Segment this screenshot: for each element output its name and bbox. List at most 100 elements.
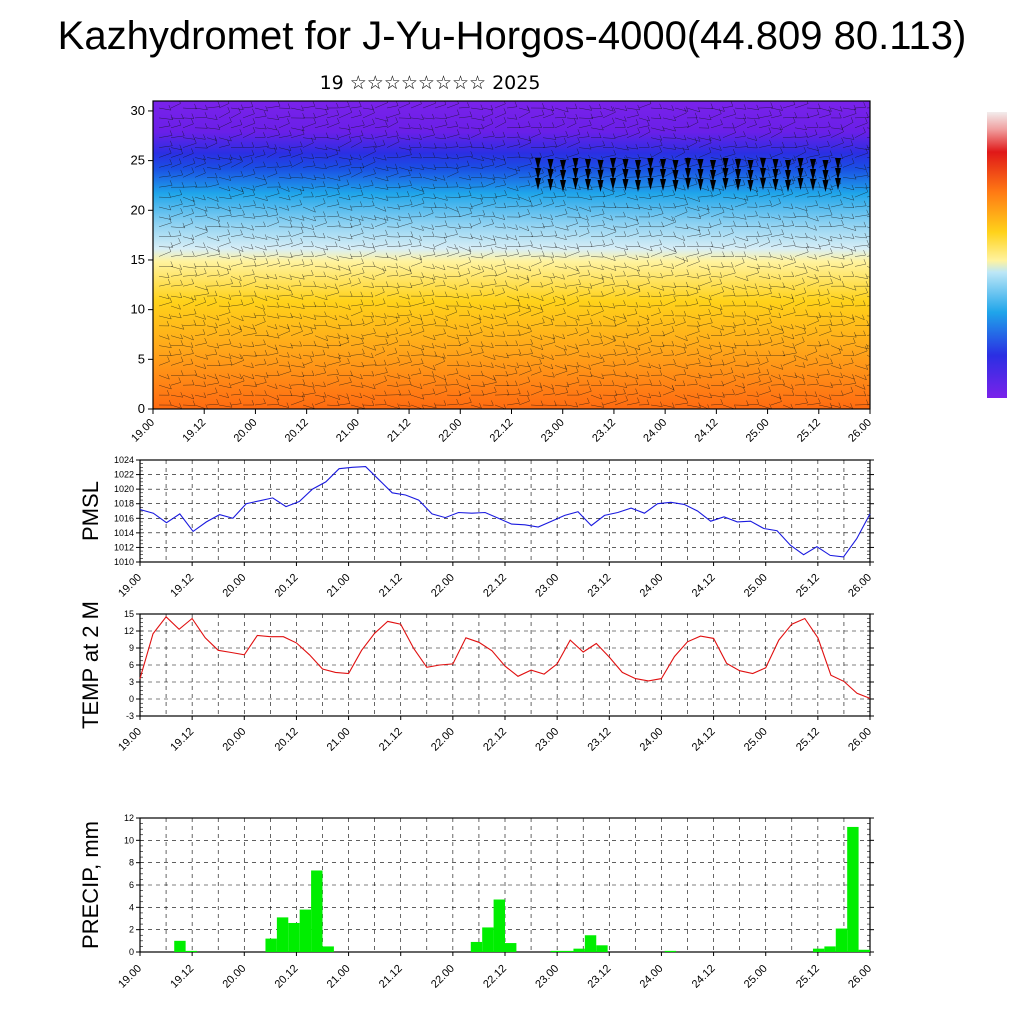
wind-barb — [218, 384, 232, 389]
wind-barb — [806, 266, 819, 272]
wind-barb — [530, 335, 543, 340]
wind-barb-flag — [469, 141, 473, 147]
wind-barb — [374, 380, 387, 386]
wind-barb-flag — [637, 285, 641, 291]
wind-barb-flag — [875, 275, 877, 280]
wind-barb — [338, 184, 349, 188]
wind-barb — [758, 404, 772, 409]
wind-barb — [734, 202, 747, 208]
wind-barb-flag — [203, 134, 206, 140]
wind-pennant — [710, 160, 716, 172]
wind-barb — [386, 245, 401, 247]
wind-barb — [554, 295, 565, 300]
wind-barb — [602, 315, 616, 322]
wind-barb-flag — [602, 356, 605, 362]
wind-barb-flag — [360, 382, 364, 388]
x-tick-label: 24.00 — [641, 417, 669, 445]
wind-barb-flag — [180, 249, 183, 255]
wind-barb — [362, 146, 377, 148]
wind-barb — [866, 355, 870, 357]
wind-barb — [398, 195, 410, 198]
wind-barb-flag — [781, 337, 784, 343]
wind-barb-flag — [743, 349, 747, 355]
wind-barb-flag — [275, 209, 279, 215]
wind-barb — [794, 215, 809, 218]
wind-barb-flag — [168, 214, 172, 220]
wind-barb — [398, 167, 412, 172]
wind-barb — [254, 375, 269, 378]
wind-barb-flag — [336, 400, 340, 406]
wind-barb — [446, 167, 459, 169]
wind-barb-flag — [216, 235, 220, 242]
wind-barb — [218, 355, 232, 359]
wind-barb — [398, 175, 411, 178]
wind-barb-flag — [757, 263, 760, 269]
wind-barb — [170, 147, 182, 151]
wind-barb-flag — [610, 273, 614, 279]
wind-barb — [482, 305, 496, 310]
wind-barb-flag — [179, 144, 182, 150]
wind-barb-flag — [167, 120, 171, 126]
wind-barb — [830, 194, 842, 198]
wind-barb — [674, 137, 687, 141]
wind-barb-flag — [322, 198, 326, 204]
wind-barb-flag — [578, 212, 581, 218]
wind-barb-flag — [830, 278, 833, 284]
wind-barb-flag — [828, 109, 831, 115]
wind-barb-flag — [551, 108, 554, 115]
wind-barb-flag — [792, 343, 795, 349]
wind-barb-flag — [515, 380, 518, 386]
wind-barb — [338, 140, 352, 148]
wind-barb-flag — [624, 222, 628, 228]
wind-barb — [206, 353, 217, 356]
wind-barb — [362, 161, 376, 168]
wind-barb-flag — [310, 259, 314, 265]
wind-barb-flag — [730, 101, 734, 107]
wind-barb-flag — [718, 218, 722, 224]
wind-barb-flag — [311, 153, 315, 159]
wind-barb-flag — [252, 269, 255, 275]
wind-barb-flag — [601, 291, 604, 297]
wind-barb-flag — [454, 244, 457, 250]
wind-barb — [554, 142, 567, 148]
wind-barb — [554, 370, 568, 376]
wind-barb-flag — [276, 399, 280, 405]
wind-barb-flag — [708, 147, 712, 153]
wind-barb-flag — [706, 185, 710, 191]
wind-barb-flag — [575, 265, 579, 272]
y-tick-label: 0 — [129, 694, 134, 704]
wind-barb-flag — [707, 383, 710, 389]
wind-barb — [374, 394, 387, 396]
wind-barb-flag — [480, 194, 484, 200]
wind-barb — [722, 114, 736, 119]
wind-barb-flag — [334, 314, 338, 321]
wind-barb-flag — [239, 119, 243, 125]
wind-barb — [578, 375, 593, 377]
wind-barb — [674, 365, 688, 369]
wind-barb — [758, 124, 771, 129]
wind-barb-flag — [754, 255, 758, 261]
wind-barb — [602, 193, 614, 198]
wind-barb — [482, 325, 494, 330]
x-tick-label: 21.00 — [325, 572, 353, 600]
wind-barb — [326, 186, 340, 190]
wind-barb-flag — [252, 233, 255, 239]
wind-barb — [458, 186, 472, 190]
wind-barb — [566, 324, 578, 327]
wind-barb — [758, 115, 772, 119]
wind-barb — [590, 355, 602, 359]
wind-barb-flag — [757, 113, 760, 120]
wind-barb — [590, 145, 605, 148]
wind-barb-flag — [576, 377, 580, 383]
wind-barb-flag — [504, 189, 507, 196]
wind-barb — [158, 175, 171, 178]
wind-barb-flag — [336, 109, 340, 116]
wind-barb — [566, 272, 580, 277]
x-tick-label: 25.12 — [794, 963, 822, 991]
wind-barb — [350, 186, 362, 190]
x-tick-label: 24.00 — [638, 963, 666, 991]
wind-barb — [314, 285, 327, 289]
wind-barb-flag — [542, 250, 545, 256]
wind-barb-flag — [299, 341, 302, 347]
wind-barb-flag — [227, 185, 231, 192]
